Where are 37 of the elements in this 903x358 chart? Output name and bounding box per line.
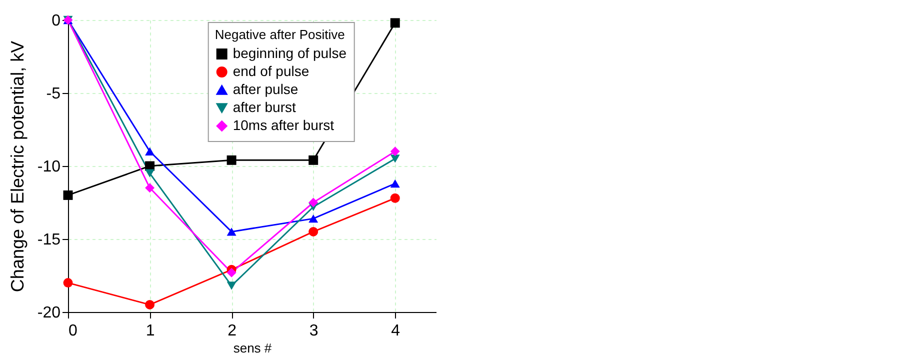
point [145, 147, 155, 156]
legend-label: after pulse [232, 81, 298, 97]
point [390, 146, 400, 156]
y-axis-title: Change of Electric potential, kV [7, 40, 28, 292]
point [226, 282, 236, 290]
point [308, 155, 318, 165]
legend-label: beginning of pulse [232, 45, 347, 61]
x-tick-label: 4 [391, 322, 400, 340]
point [308, 214, 318, 223]
point [226, 228, 236, 236]
point [390, 154, 400, 163]
x-tick-label: 3 [309, 322, 318, 340]
legend-label: 10ms after burst [232, 117, 334, 133]
y-tick-label: 0 [52, 12, 61, 30]
point [390, 179, 400, 188]
point [390, 193, 400, 203]
x-tick-label: 2 [228, 322, 237, 340]
point [308, 198, 318, 208]
point [63, 278, 73, 288]
point [145, 169, 155, 178]
legend-label: after burst [232, 99, 296, 115]
point [390, 18, 400, 28]
legend-label: end of pulse [232, 63, 310, 79]
point [63, 190, 73, 200]
point [145, 300, 155, 310]
x-tick-label: 1 [146, 322, 155, 340]
legend-title: Negative after Positive [214, 27, 345, 42]
y-tick-label: -15 [37, 232, 61, 248]
y-tick-label: -5 [46, 86, 61, 102]
y-tick-label: -10 [37, 158, 61, 176]
x-axis-title: sens # [233, 340, 272, 356]
x-tick-label: 0 [68, 322, 78, 340]
point [226, 155, 236, 165]
point [226, 268, 236, 278]
point [145, 183, 155, 193]
point [308, 226, 318, 236]
y-tick-label: -20 [37, 304, 61, 322]
